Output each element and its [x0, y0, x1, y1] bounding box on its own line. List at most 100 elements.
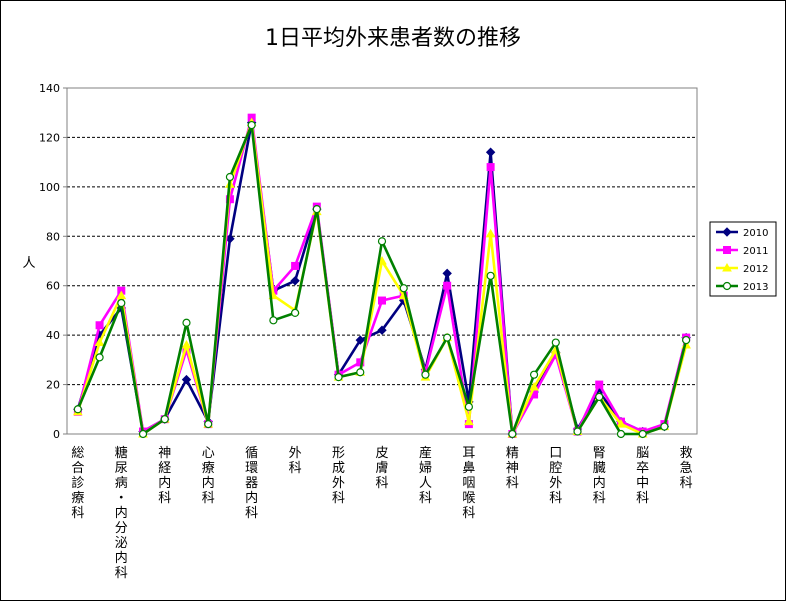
- data-point: [334, 373, 343, 382]
- data-point: [95, 321, 104, 330]
- data-point: [95, 353, 104, 362]
- data-point: [573, 427, 582, 436]
- x-category-label: 皮膚科: [375, 446, 388, 491]
- data-point: [269, 316, 278, 325]
- data-point: [247, 120, 256, 130]
- y-tick-label: 100: [39, 181, 60, 194]
- data-point: [116, 290, 127, 300]
- y-tick-label: 120: [39, 131, 60, 144]
- data-point: [355, 335, 365, 345]
- data-point: [378, 296, 386, 305]
- legend-item: 2011: [716, 246, 768, 257]
- y-axis-label: 人: [22, 256, 35, 271]
- x-category-label: 循環器内科: [245, 446, 258, 521]
- series-2011: [73, 113, 691, 438]
- legend-box: [709, 221, 777, 297]
- legend-item: 2013: [716, 281, 768, 293]
- y-tick-label: 0: [53, 428, 60, 441]
- data-point: [616, 429, 626, 439]
- data-point: [660, 422, 669, 431]
- series-line: [76, 116, 688, 436]
- data-point: [529, 370, 539, 379]
- legend-label: 2012: [743, 264, 768, 275]
- y-tick-label: 140: [39, 82, 60, 95]
- legend-label: 2011: [743, 246, 768, 257]
- x-category-label: 心療内科: [202, 446, 215, 506]
- data-point: [616, 419, 626, 428]
- legend-label: 2013: [743, 282, 768, 293]
- legend: 2010 2011 2012 2013: [709, 221, 777, 297]
- x-category-label: 形成外科: [332, 446, 345, 506]
- x-category-label: 耳鼻咽喉科: [462, 446, 475, 521]
- data-point: [377, 237, 387, 246]
- gridlines: [67, 136, 697, 386]
- data-point: [181, 340, 192, 349]
- data-point: [529, 382, 539, 391]
- series-line: [76, 121, 688, 436]
- data-point: [551, 338, 560, 347]
- data-point: [485, 147, 496, 157]
- data-point: [485, 228, 496, 238]
- x-category-label: 腎臓内科: [593, 446, 606, 506]
- x-axis-categories: 総合診療科 糖尿病・内分泌内科 神経内科 心療内科 循環器内科 外科 形成外科 皮膚科 産婦人科…: [71, 445, 692, 581]
- data-point: [291, 261, 300, 270]
- series-2013: [73, 120, 691, 439]
- x-category-label: 口腔外科: [549, 446, 562, 506]
- x-category-label: 精神科: [506, 446, 519, 491]
- y-tick-label: 20: [46, 379, 60, 392]
- y-tick-label: 80: [46, 230, 60, 243]
- legend-marker: [722, 281, 732, 291]
- data-point: [377, 325, 387, 335]
- data-point: [138, 429, 148, 439]
- chart-title: 1日平均外来患者数の推移: [265, 26, 521, 51]
- data-point: [182, 318, 191, 327]
- legend-label: 2010: [743, 228, 768, 239]
- data-point: [508, 429, 517, 439]
- x-category-label: 救急科: [680, 445, 693, 491]
- data-point: [443, 333, 452, 342]
- x-category-label: 脳卒中科: [636, 446, 649, 506]
- data-point: [464, 402, 473, 411]
- data-point: [290, 276, 300, 286]
- legend-marker: [722, 262, 732, 272]
- legend-marker: [723, 246, 731, 254]
- x-category-label: 糖尿病・内分泌内科: [115, 445, 128, 581]
- legend-item: 2010: [716, 227, 768, 239]
- data-point: [204, 420, 213, 429]
- data-point: [486, 163, 495, 172]
- data-point: [117, 298, 126, 308]
- data-point: [291, 308, 300, 317]
- data-point: [638, 429, 647, 439]
- data-point: [595, 392, 604, 402]
- data-point: [160, 415, 169, 424]
- data-point: [225, 172, 235, 182]
- series-lines: [73, 113, 691, 439]
- data-point: [442, 268, 452, 279]
- legend-marker: [722, 227, 732, 237]
- y-tick-label: 40: [46, 329, 60, 342]
- data-point: [464, 416, 474, 426]
- data-point: [399, 284, 408, 293]
- series-line: [76, 123, 688, 436]
- data-point: [421, 370, 430, 379]
- data-point: [73, 405, 82, 414]
- data-point: [443, 281, 452, 290]
- y-tick-label: 60: [46, 280, 60, 293]
- series-line: [76, 121, 688, 436]
- data-point: [312, 205, 321, 214]
- data-point: [181, 374, 192, 385]
- data-point: [356, 368, 365, 377]
- legend-item: 2012: [716, 262, 768, 275]
- y-axis-ticks: 0 20 40 60 80 100 120 140: [39, 82, 67, 441]
- data-point: [486, 271, 495, 280]
- plot-area: [66, 87, 698, 435]
- x-category-label: 産婦人科: [419, 445, 432, 506]
- x-category-label: 総合診療科: [71, 446, 84, 521]
- data-point: [94, 337, 105, 347]
- x-category-label: 神経内科: [158, 446, 171, 506]
- data-point: [595, 380, 604, 389]
- data-point: [682, 335, 691, 345]
- x-category-label: 外科: [289, 446, 302, 476]
